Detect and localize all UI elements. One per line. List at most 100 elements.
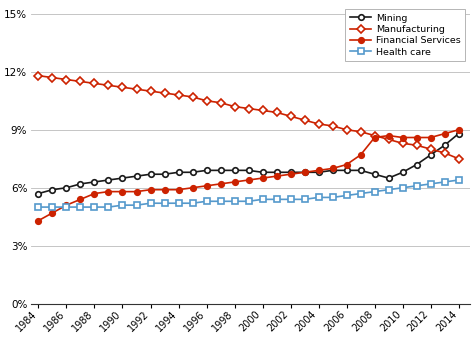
Financial Services — [50, 211, 55, 215]
Manufacturing — [260, 108, 265, 113]
Manufacturing — [232, 104, 237, 108]
Mining — [302, 170, 308, 174]
Mining — [442, 143, 447, 147]
Health care — [456, 178, 462, 182]
Financial Services — [176, 188, 182, 192]
Health care — [386, 188, 392, 192]
Financial Services — [162, 188, 167, 192]
Manufacturing — [288, 114, 293, 118]
Health care — [260, 197, 265, 201]
Manufacturing — [218, 101, 223, 105]
Mining — [232, 168, 237, 172]
Financial Services — [302, 170, 308, 174]
Financial Services — [273, 174, 279, 178]
Line: Financial Services: Financial Services — [36, 127, 461, 223]
Manufacturing — [344, 128, 349, 132]
Manufacturing — [176, 93, 182, 97]
Mining — [148, 172, 154, 176]
Mining — [218, 168, 223, 172]
Mining — [316, 170, 321, 174]
Manufacturing — [316, 122, 321, 126]
Mining — [414, 163, 419, 167]
Mining — [273, 170, 279, 174]
Financial Services — [400, 136, 405, 140]
Line: Mining: Mining — [36, 131, 461, 196]
Manufacturing — [442, 151, 447, 155]
Mining — [428, 153, 433, 157]
Mining — [106, 178, 111, 182]
Health care — [442, 180, 447, 184]
Financial Services — [148, 188, 154, 192]
Mining — [400, 170, 405, 174]
Financial Services — [106, 190, 111, 194]
Financial Services — [428, 136, 433, 140]
Manufacturing — [50, 76, 55, 80]
Health care — [190, 201, 195, 205]
Health care — [358, 192, 364, 196]
Financial Services — [36, 219, 41, 223]
Mining — [204, 168, 210, 172]
Financial Services — [246, 178, 251, 182]
Mining — [134, 174, 139, 178]
Manufacturing — [428, 147, 433, 151]
Health care — [50, 205, 55, 209]
Health care — [36, 205, 41, 209]
Mining — [91, 180, 97, 184]
Mining — [372, 172, 377, 176]
Health care — [344, 193, 349, 197]
Mining — [288, 170, 293, 174]
Health care — [288, 197, 293, 201]
Health care — [246, 199, 251, 203]
Mining — [119, 176, 125, 180]
Mining — [50, 188, 55, 192]
Manufacturing — [204, 99, 210, 103]
Mining — [190, 170, 195, 174]
Manufacturing — [148, 89, 154, 93]
Financial Services — [414, 136, 419, 140]
Financial Services — [372, 136, 377, 140]
Manufacturing — [400, 141, 405, 145]
Financial Services — [316, 168, 321, 172]
Health care — [302, 197, 308, 201]
Mining — [456, 131, 462, 136]
Health care — [204, 199, 210, 203]
Health care — [106, 205, 111, 209]
Manufacturing — [162, 91, 167, 95]
Financial Services — [218, 182, 223, 186]
Mining — [36, 192, 41, 196]
Mining — [344, 168, 349, 172]
Health care — [176, 201, 182, 205]
Manufacturing — [36, 74, 41, 78]
Health care — [414, 184, 419, 188]
Mining — [78, 182, 83, 186]
Line: Manufacturing: Manufacturing — [36, 73, 461, 162]
Financial Services — [64, 203, 69, 207]
Financial Services — [78, 197, 83, 201]
Manufacturing — [64, 77, 69, 81]
Manufacturing — [119, 85, 125, 89]
Manufacturing — [386, 138, 392, 142]
Financial Services — [232, 180, 237, 184]
Manufacturing — [78, 79, 83, 83]
Financial Services — [456, 128, 462, 132]
Health care — [78, 205, 83, 209]
Health care — [148, 201, 154, 205]
Manufacturing — [330, 124, 336, 128]
Financial Services — [330, 166, 336, 170]
Mining — [162, 172, 167, 176]
Financial Services — [386, 134, 392, 138]
Financial Services — [442, 131, 447, 136]
Manufacturing — [414, 143, 419, 147]
Mining — [330, 168, 336, 172]
Financial Services — [190, 186, 195, 190]
Financial Services — [204, 184, 210, 188]
Mining — [246, 168, 251, 172]
Health care — [273, 197, 279, 201]
Financial Services — [91, 192, 97, 196]
Health care — [316, 195, 321, 199]
Mining — [260, 170, 265, 174]
Manufacturing — [246, 106, 251, 111]
Manufacturing — [190, 95, 195, 99]
Manufacturing — [134, 87, 139, 91]
Manufacturing — [358, 130, 364, 134]
